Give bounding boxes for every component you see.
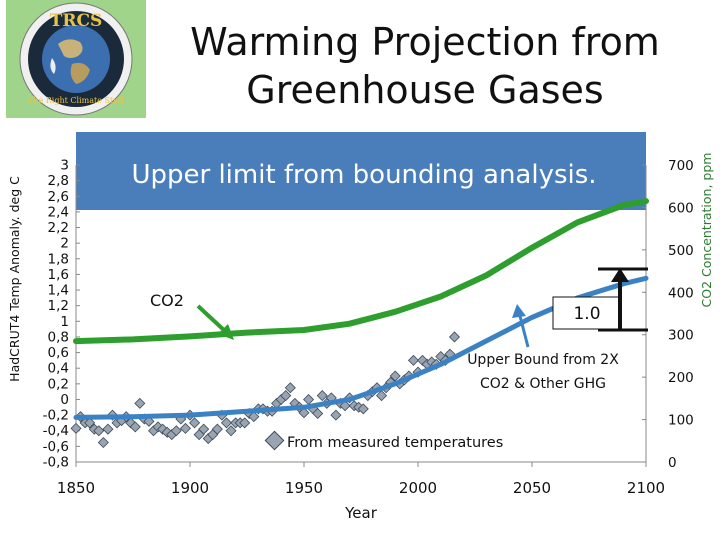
bracket-arrow-head: [611, 268, 629, 282]
sensitivity-value: 1.0: [573, 304, 600, 324]
measured-legend-marker: [264, 430, 285, 451]
measured-temperature-point: [179, 422, 191, 434]
y-right-tick-label: 300: [668, 328, 694, 344]
y-right-tick-label: 700: [668, 158, 694, 174]
y-left-tick-label: 1,4: [48, 283, 69, 299]
logo-text-arc: The Right Climate Stuff: [28, 96, 125, 105]
logo-text-top: TRCS: [50, 11, 103, 31]
y-left-tick-label: 3: [60, 158, 69, 174]
banner-text: Upper limit from bounding analysis.: [131, 160, 596, 190]
measured-temperature-point: [248, 411, 260, 423]
measured-temperature-point: [357, 403, 369, 415]
measured-temperature-point: [211, 423, 223, 435]
upper-bound-arrow: [518, 315, 530, 348]
title-line-1: Warming Projection from: [190, 20, 660, 64]
y-left-tick-label: 1,2: [48, 298, 69, 314]
measured-temperature-point: [330, 409, 342, 421]
measured-temperature-point: [70, 422, 82, 434]
co2-arrow: [196, 304, 228, 334]
measured-temperature-point: [389, 370, 401, 382]
y-right-tick-label: 400: [668, 285, 694, 301]
y-left-tick-label: 0,8: [48, 329, 69, 345]
measured-temperature-point: [316, 390, 328, 402]
measured-temperature-point: [284, 382, 296, 394]
y-right-axis-label: CO2 Concentration, ppm: [699, 153, 714, 308]
y-left-tick-label: 2,8: [48, 173, 69, 189]
y-left-tick-label: 0: [60, 392, 69, 408]
x-tick-label: 1900: [171, 479, 209, 497]
measured-temperature-point: [312, 408, 324, 420]
measured-temperature-point: [93, 425, 105, 437]
measured-temperature-point: [170, 425, 182, 437]
upper-bound-label-2: CO2 & Other GHG: [480, 376, 606, 392]
measured-temperature-point: [303, 393, 315, 405]
y-left-tick-label: 0,2: [48, 376, 69, 392]
measured-temperature-point: [376, 390, 388, 402]
chart-banner: [76, 132, 646, 210]
y-left-tick-label: 1: [60, 314, 69, 330]
y-right-tick-label: 0: [668, 455, 677, 471]
y-right-tick-label: 200: [668, 370, 694, 386]
co2-arrow-head: [218, 324, 234, 340]
co2-line: [73, 198, 649, 345]
upper-bound-label-1: Upper Bound from 2X: [467, 352, 619, 368]
measured-temperature-point: [298, 407, 310, 419]
page-title: Warming Projection from Greenhouse Gases: [150, 18, 700, 114]
y-right-tick-label: 500: [668, 243, 694, 259]
x-tick-label: 2050: [513, 479, 551, 497]
measured-temperature-point: [102, 423, 114, 435]
y-left-tick-label: 2,6: [48, 189, 69, 205]
measured-temperature-point: [448, 331, 460, 343]
y-left-tick-label: 1,8: [48, 251, 69, 267]
measured-temperature-point: [189, 417, 201, 429]
x-tick-label: 1950: [285, 479, 323, 497]
y-left-tick-label: -0,6: [43, 439, 69, 455]
title-line-2: Greenhouse Gases: [246, 68, 604, 112]
sensitivity-box: [552, 296, 622, 330]
measured-temperature-point: [84, 417, 96, 429]
measured-temperature-point: [129, 421, 141, 433]
y-left-tick-label: 0,6: [48, 345, 69, 361]
y-left-axis-label: HadCRUT4 Temp Anomaly. deg C: [7, 176, 22, 382]
y-left-tick-label: 2,4: [48, 204, 69, 220]
x-axis-label: Year: [344, 504, 378, 522]
measured-legend-label: From measured temperatures: [287, 435, 503, 451]
y-left-tick-label: 0,4: [48, 361, 69, 377]
y-left-tick-label: -0,4: [43, 423, 69, 439]
x-tick-label: 2100: [627, 479, 665, 497]
measured-temperature-point: [134, 397, 146, 409]
measured-temperature-point: [280, 390, 292, 402]
measured-temperature-point: [220, 417, 232, 429]
y-right-tick-label: 600: [668, 200, 694, 216]
x-tick-label: 1850: [57, 479, 95, 497]
measured-temperature-point: [339, 400, 351, 412]
y-left-tick-label: 2: [60, 236, 69, 252]
measured-temperature-point: [225, 425, 237, 437]
y-left-tick-label: -0,2: [43, 408, 69, 424]
x-tick-label: 2000: [399, 479, 437, 497]
measured-temperature-point: [407, 354, 419, 366]
y-left-tick-label: -0,8: [43, 455, 69, 471]
y-left-tick-label: 1,6: [48, 267, 69, 283]
co2-label: CO2: [150, 291, 184, 310]
y-right-tick-label: 100: [668, 413, 694, 429]
trcs-logo: TRCS The Right Climate Stuff: [6, 0, 146, 118]
measured-temperature-point: [97, 436, 109, 448]
upper-bound-arrow-head: [512, 304, 526, 318]
measured-temperature-point: [198, 423, 210, 435]
y-left-tick-label: 2,2: [48, 220, 69, 236]
measured-temperature-point: [143, 415, 155, 427]
measured-temperature-point: [239, 417, 251, 429]
